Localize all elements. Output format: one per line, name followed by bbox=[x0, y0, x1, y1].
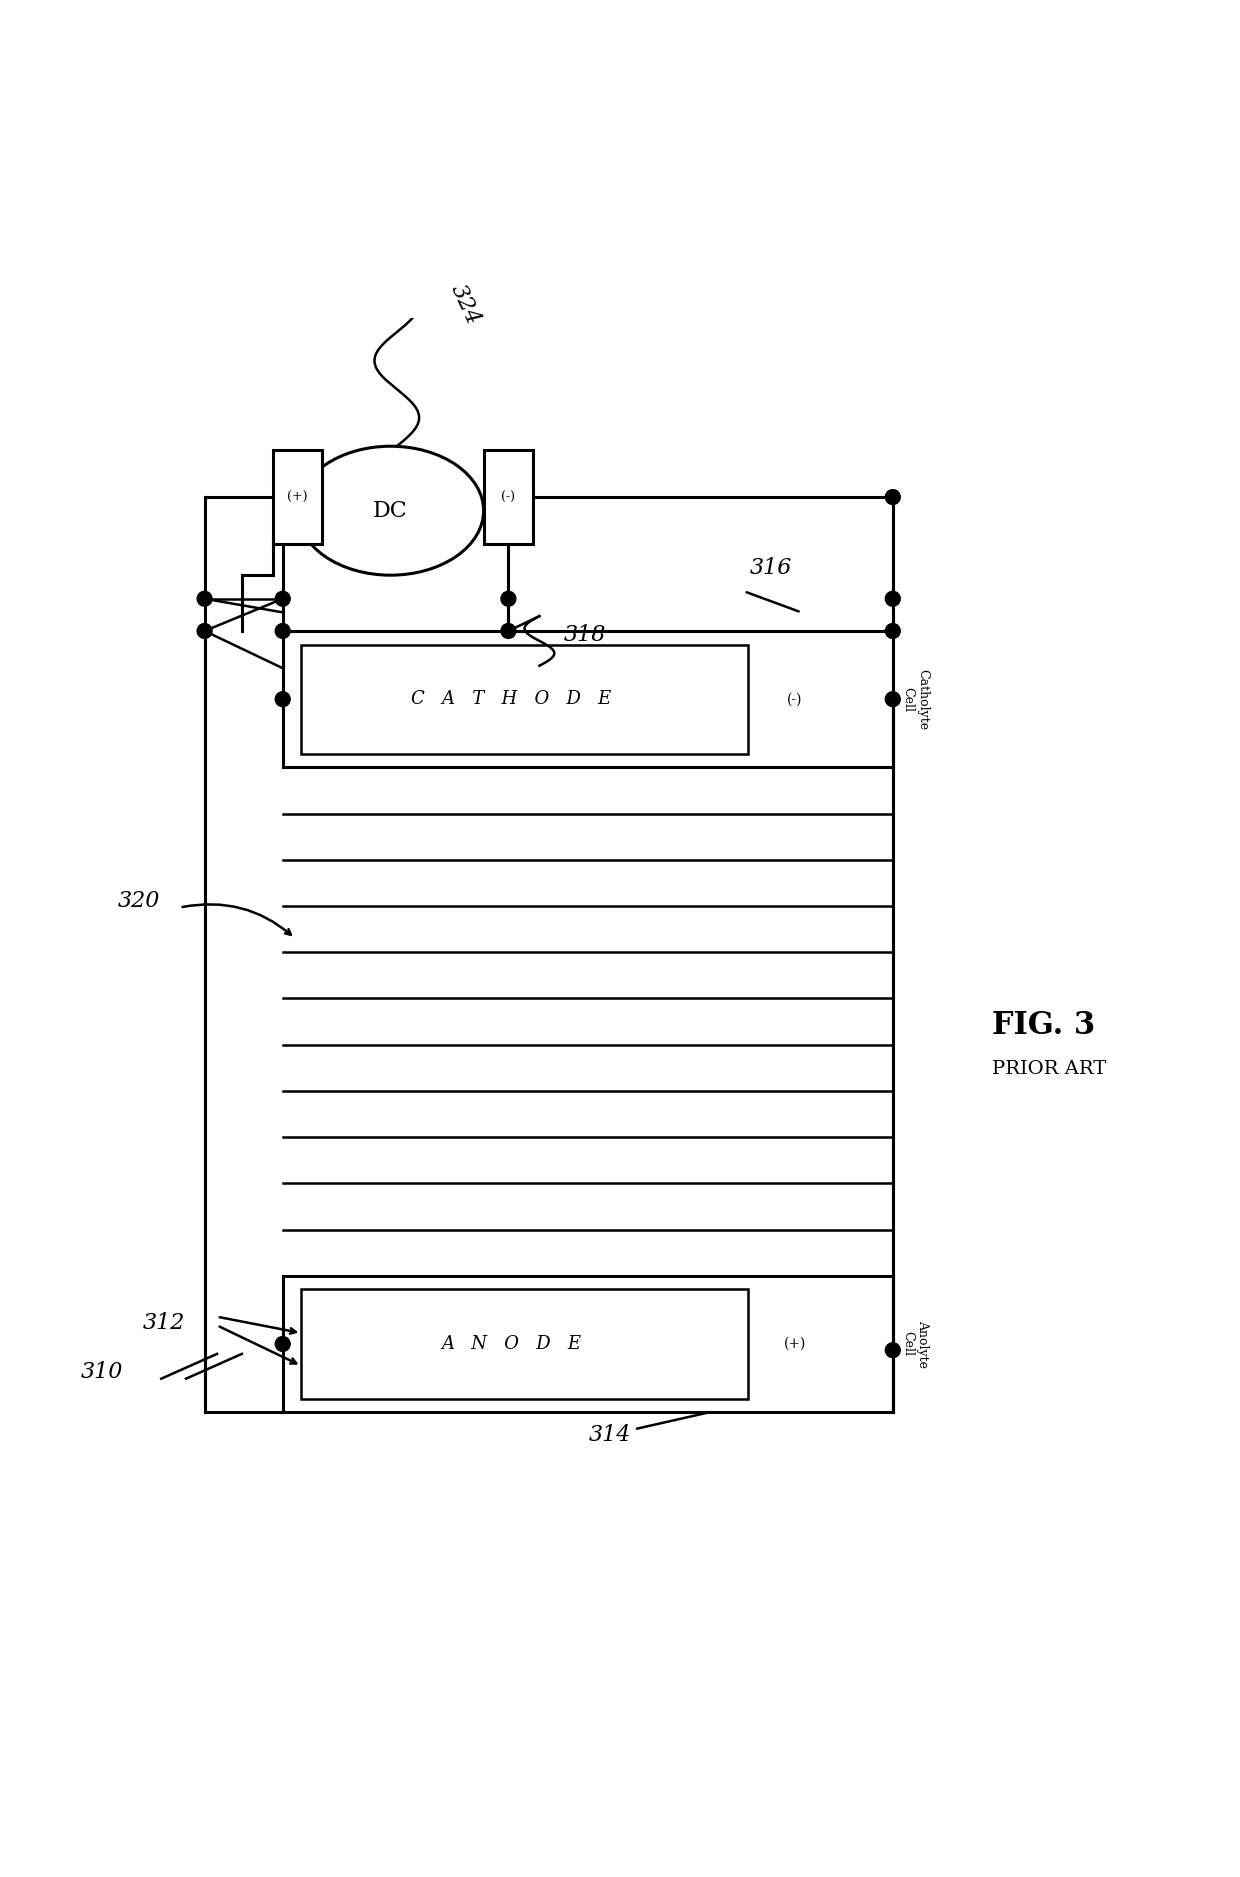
Text: 316: 316 bbox=[750, 557, 792, 578]
Text: (-): (-) bbox=[787, 693, 802, 706]
Text: DC: DC bbox=[373, 499, 408, 522]
Bar bbox=[484, 450, 533, 544]
Circle shape bbox=[885, 591, 900, 606]
Text: 324: 324 bbox=[446, 282, 485, 328]
Text: 320: 320 bbox=[118, 890, 160, 912]
Bar bbox=[283, 631, 893, 768]
Bar bbox=[273, 450, 322, 544]
Text: 310: 310 bbox=[81, 1361, 123, 1383]
Circle shape bbox=[501, 591, 516, 606]
Text: 314: 314 bbox=[589, 1413, 707, 1445]
Bar bbox=[301, 1289, 748, 1398]
Text: 312: 312 bbox=[143, 1312, 185, 1335]
Circle shape bbox=[275, 623, 290, 638]
Circle shape bbox=[885, 490, 900, 505]
Circle shape bbox=[885, 623, 900, 638]
Ellipse shape bbox=[298, 447, 484, 574]
Circle shape bbox=[275, 693, 290, 706]
Bar bbox=[283, 1276, 893, 1412]
Text: (+): (+) bbox=[784, 1336, 806, 1351]
Text: Catholyte
Cell: Catholyte Cell bbox=[901, 668, 929, 730]
Circle shape bbox=[501, 623, 516, 638]
Circle shape bbox=[885, 693, 900, 706]
Text: C   A   T   H   O   D   E: C A T H O D E bbox=[410, 691, 611, 708]
Circle shape bbox=[197, 591, 212, 606]
Bar bbox=[301, 644, 748, 755]
Text: PRIOR ART: PRIOR ART bbox=[992, 1061, 1106, 1077]
Circle shape bbox=[275, 1336, 290, 1351]
Text: 318: 318 bbox=[564, 623, 606, 646]
Text: A   N   O   D   E: A N O D E bbox=[441, 1335, 582, 1353]
Text: Anolyte
Cell: Anolyte Cell bbox=[901, 1320, 929, 1368]
Text: FIG. 3: FIG. 3 bbox=[992, 1010, 1095, 1042]
Text: (-): (-) bbox=[501, 490, 516, 503]
Text: (+): (+) bbox=[288, 490, 308, 503]
Circle shape bbox=[275, 591, 290, 606]
Circle shape bbox=[197, 623, 212, 638]
Circle shape bbox=[885, 1342, 900, 1357]
